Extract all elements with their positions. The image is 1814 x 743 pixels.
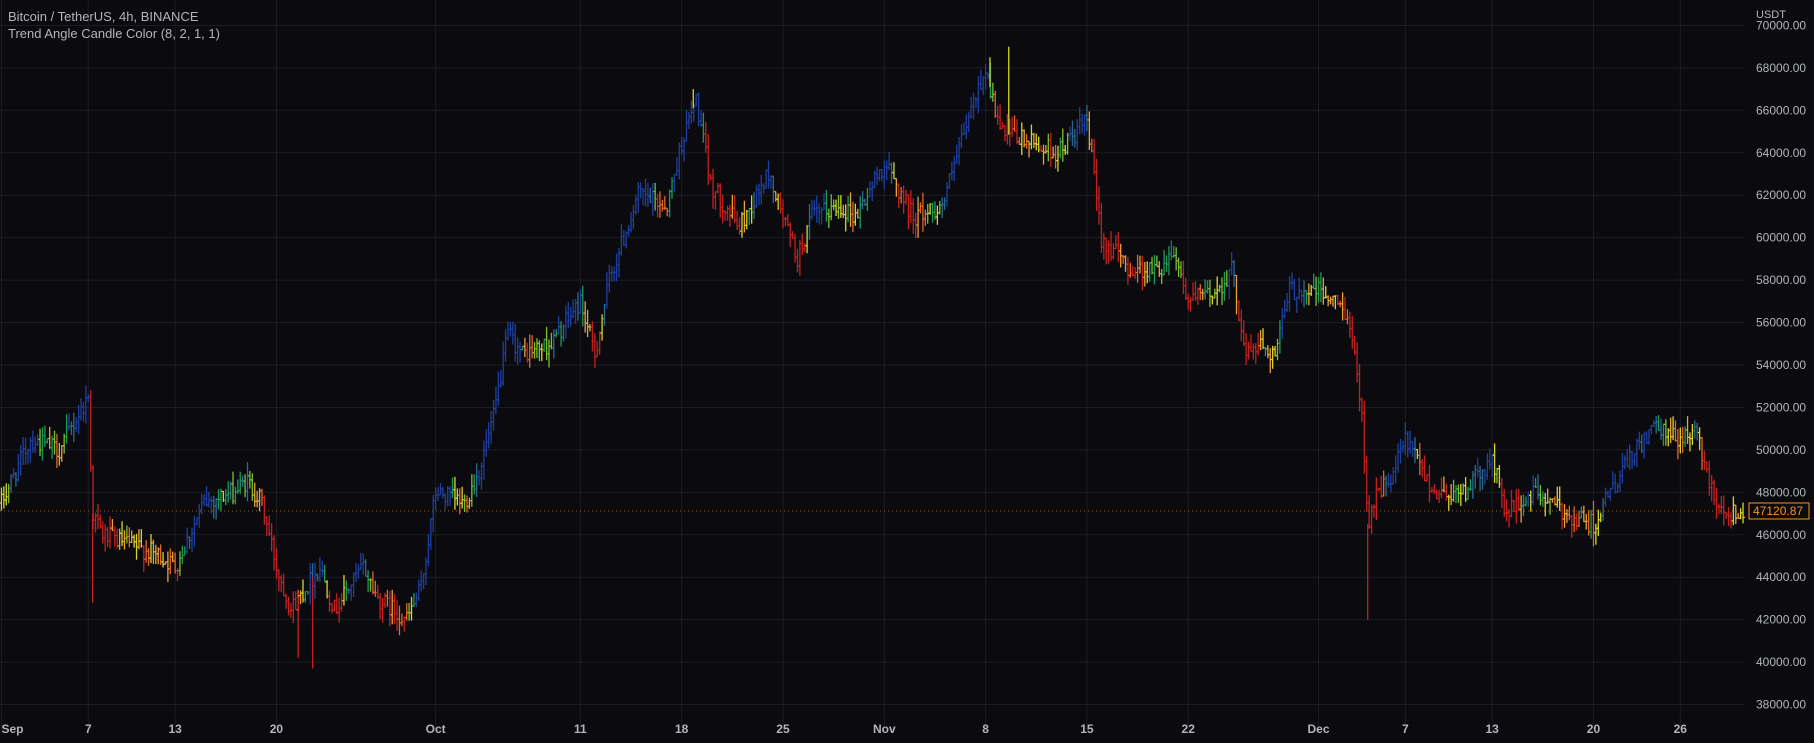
x-tick-label: 13 [1485,722,1499,736]
symbol-title[interactable]: Bitcoin / TetherUS, 4h, BINANCE [8,9,199,24]
y-tick-label: 46000.00 [1756,528,1806,542]
x-tick-label: 11 [574,722,587,736]
x-tick-label: 20 [1587,722,1601,736]
y-tick-label: 62000.00 [1756,188,1806,202]
y-tick-label: 66000.00 [1756,103,1806,117]
y-tick-label: 68000.00 [1756,61,1806,75]
y-tick-label: 38000.00 [1756,698,1806,712]
time-axis[interactable]: Sep 7 13 20 Oct 11 18 25 Nov 8 15 22 Dec 7 13 20 26 [1,722,1687,736]
x-tick-label: 26 [1674,722,1688,736]
current-price-marker: 47120.87 [1748,502,1810,520]
price-axis[interactable]: 38000.00 40000.00 42000.00 44000.00 46000.00… [1756,18,1806,711]
x-tick-label: 7 [85,722,92,736]
y-tick-label: 44000.00 [1756,570,1806,584]
current-price-box [1748,502,1810,520]
x-tick-label: Dec [1307,722,1329,736]
y-tick-label: 70000.00 [1756,18,1806,32]
ohlc-bars [0,46,1745,669]
x-tick-label: 13 [168,722,182,736]
current-price-label: 47120.87 [1753,504,1803,518]
y-tick-label: 54000.00 [1756,358,1806,372]
x-tick-label: 18 [675,722,689,736]
price-axis-currency: USDT [1756,9,1786,21]
y-tick-label: 42000.00 [1756,613,1806,627]
x-tick-label: Oct [426,722,446,736]
x-tick-label: 25 [776,722,790,736]
y-tick-label: 64000.00 [1756,146,1806,160]
ohlc-bar [1741,502,1745,524]
x-tick-label: 20 [270,722,284,736]
x-tick-label: 8 [982,722,989,736]
y-tick-label: 40000.00 [1756,655,1806,669]
chart-legend: Bitcoin / TetherUS, 4h, BINANCE Trend An… [8,8,220,42]
x-tick-label: 15 [1080,722,1094,736]
y-tick-label: 50000.00 [1756,443,1806,457]
indicator-title[interactable]: Trend Angle Candle Color (8, 2, 1, 1) [8,26,220,41]
y-tick-label: 48000.00 [1756,485,1806,499]
x-tick-label: 22 [1182,722,1196,736]
y-tick-label: 60000.00 [1756,231,1806,245]
y-tick-label: 58000.00 [1756,273,1806,287]
x-tick-label: Nov [873,722,896,736]
y-tick-label: 52000.00 [1756,400,1806,414]
x-tick-label: 7 [1402,722,1409,736]
x-tick-label: Sep [1,722,23,736]
y-tick-label: 56000.00 [1756,316,1806,330]
